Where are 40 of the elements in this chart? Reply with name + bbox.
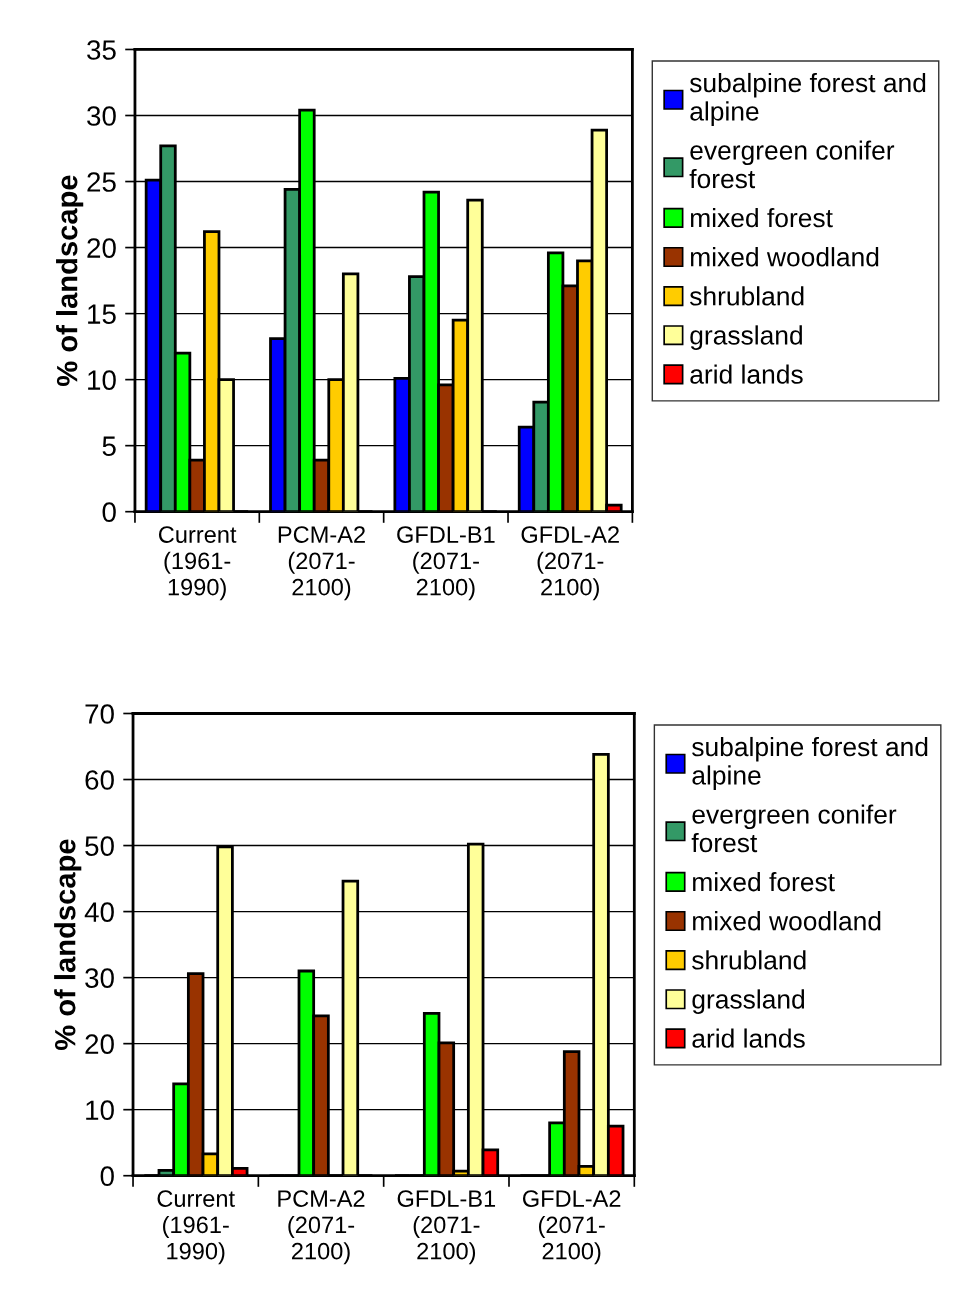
x-tick-label: GFDL-B1 (2071-2100) [397, 526, 495, 601]
x-tick-label: GFDL-A2 (2071-2100) [522, 1190, 621, 1265]
legend-label: evergreen conifer forest [691, 804, 897, 853]
legend-label: grassland [692, 989, 805, 1014]
legend-label: subalpine forest and alpine [692, 736, 928, 790]
legend-label: arid lands [692, 1028, 805, 1048]
x-tick-label: PCM-A2 (2071-2100) [278, 1190, 365, 1265]
y-tick-label: 20 [87, 238, 116, 258]
x-tick-label: Current (1961-1990) [157, 1190, 235, 1265]
y-tick-label: 0 [102, 502, 116, 523]
legend-label: mixed forest [693, 872, 835, 892]
y-tick-label: 25 [87, 172, 116, 192]
legend-label: evergreen conifer forest [689, 140, 895, 189]
legend-label: shrubland [692, 950, 806, 970]
legend-label: subalpine forest and alpine [689, 72, 926, 126]
y-tick-label: 70 [85, 704, 114, 724]
x-tick-label: GFDL-A2 (2071-2100) [521, 526, 619, 601]
y-tick-label: 15 [88, 304, 116, 324]
y-axis-title: % of landscape [56, 175, 84, 387]
y-tick-label: 5 [102, 436, 116, 456]
y-tick-label: 20 [85, 1034, 114, 1054]
legend-label: grassland [690, 325, 802, 350]
legend-label: mixed forest [690, 207, 833, 228]
y-tick-label: 30 [87, 106, 116, 126]
legend-label: shrubland [689, 286, 804, 306]
y-tick-label: 10 [88, 370, 116, 390]
x-tick-label: Current (1961-1990) [158, 526, 237, 601]
y-tick-label: 35 [87, 40, 116, 60]
y-tick-label: 0 [100, 1166, 114, 1187]
y-tick-label: 50 [85, 836, 114, 856]
y-tick-label: 30 [85, 968, 114, 988]
x-tick-label: PCM-A2 (2071-2100) [278, 526, 365, 601]
y-axis-title: % of landscape [54, 839, 82, 1051]
x-tick-label: GFDL-B1 (2071-2100) [397, 1190, 496, 1265]
y-tick-label: 60 [85, 770, 114, 790]
y-tick-label: 10 [86, 1100, 114, 1121]
legend-label: arid lands [690, 364, 803, 384]
legend-label: mixed woodland [693, 911, 881, 931]
y-tick-label: 40 [84, 902, 114, 922]
legend-label: mixed woodland [690, 247, 879, 267]
